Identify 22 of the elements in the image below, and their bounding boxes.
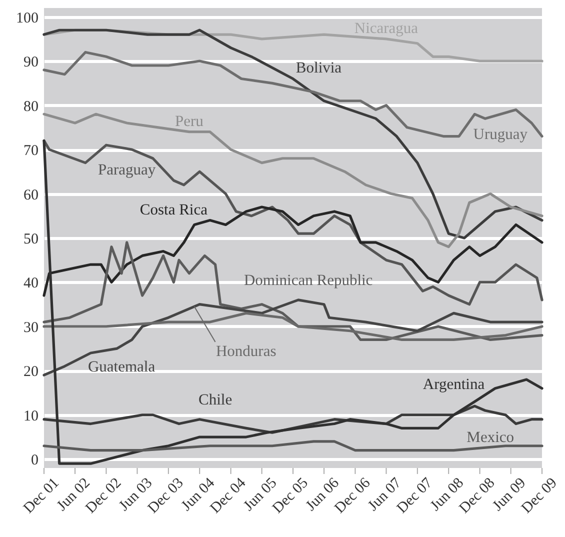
y-tick-label: 0 [31, 452, 38, 469]
series-label: Paraguay [98, 161, 156, 178]
series-label: Chile [198, 391, 232, 408]
y-tick-label: 10 [24, 408, 38, 424]
y-tick-label: 70 [24, 143, 38, 160]
series-label: Dominican Republic [244, 272, 373, 290]
series-label: Bolivia [296, 60, 342, 77]
series-label: Guatemala [88, 358, 156, 376]
series-label: Uruguay [473, 126, 528, 144]
y-tick-label: 90 [24, 54, 38, 71]
y-tick-label: 50 [24, 232, 38, 248]
y-tick-label: 20 [24, 364, 38, 380]
y-tick-label: 40 [24, 276, 38, 292]
y-tick-label: 80 [24, 98, 38, 115]
series-label: Peru [174, 112, 204, 130]
series-label: Argentina [422, 376, 485, 393]
series-label: Costa Rica [140, 201, 208, 218]
legend-label: Honduras [216, 342, 276, 360]
y-tick-label: 60 [24, 187, 38, 204]
y-tick-label: 30 [24, 320, 38, 336]
series-label: Mexico [466, 429, 514, 446]
y-tick-label: 100 [16, 10, 38, 26]
